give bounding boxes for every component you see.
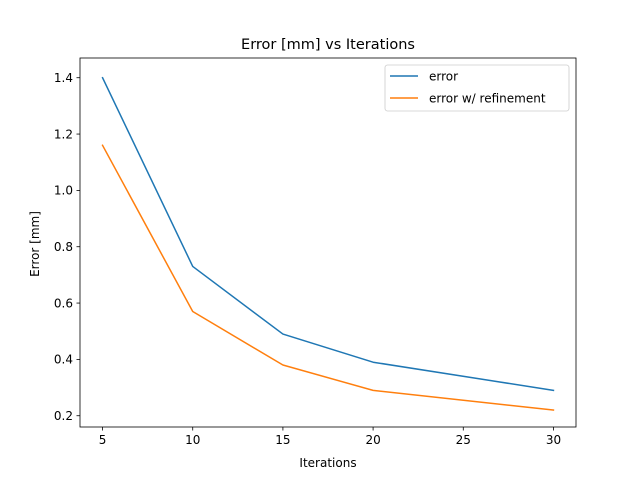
y-tick-label: 1.4 <box>54 71 73 85</box>
axes-frame <box>79 57 577 428</box>
legend-box <box>384 64 570 112</box>
series-line-2 <box>101 144 555 411</box>
y-tick-label: 1.2 <box>54 127 73 141</box>
x-axis-label: Iterations <box>299 456 356 470</box>
y-axis-label: Error [mm] <box>28 211 42 277</box>
legend: error error w/ refinement <box>384 64 570 112</box>
y-tick-label: 0.8 <box>54 240 73 254</box>
chart-title: Error [mm] vs Iterations <box>241 37 415 53</box>
legend-label-2: error w/ refinement <box>429 92 546 106</box>
y-tick-label: 0.6 <box>54 296 73 310</box>
legend-label-1: error <box>429 70 458 84</box>
y-tick-label: 0.4 <box>54 353 73 367</box>
x-tick-label: 25 <box>456 433 471 447</box>
series-line-1 <box>101 76 555 392</box>
y-tick-label: 1.0 <box>54 184 73 198</box>
x-tick-label: 15 <box>275 433 290 447</box>
y-tick-label: 0.2 <box>54 409 73 423</box>
plot-area: 5 10 15 20 25 30 0.2 0.4 0.6 0.8 1.0 1.2 1.4 <box>54 57 577 447</box>
x-tick-label: 10 <box>185 433 200 447</box>
x-tick-label: 5 <box>99 433 107 447</box>
x-tick-label: 20 <box>365 433 380 447</box>
x-tick-label: 30 <box>546 433 561 447</box>
